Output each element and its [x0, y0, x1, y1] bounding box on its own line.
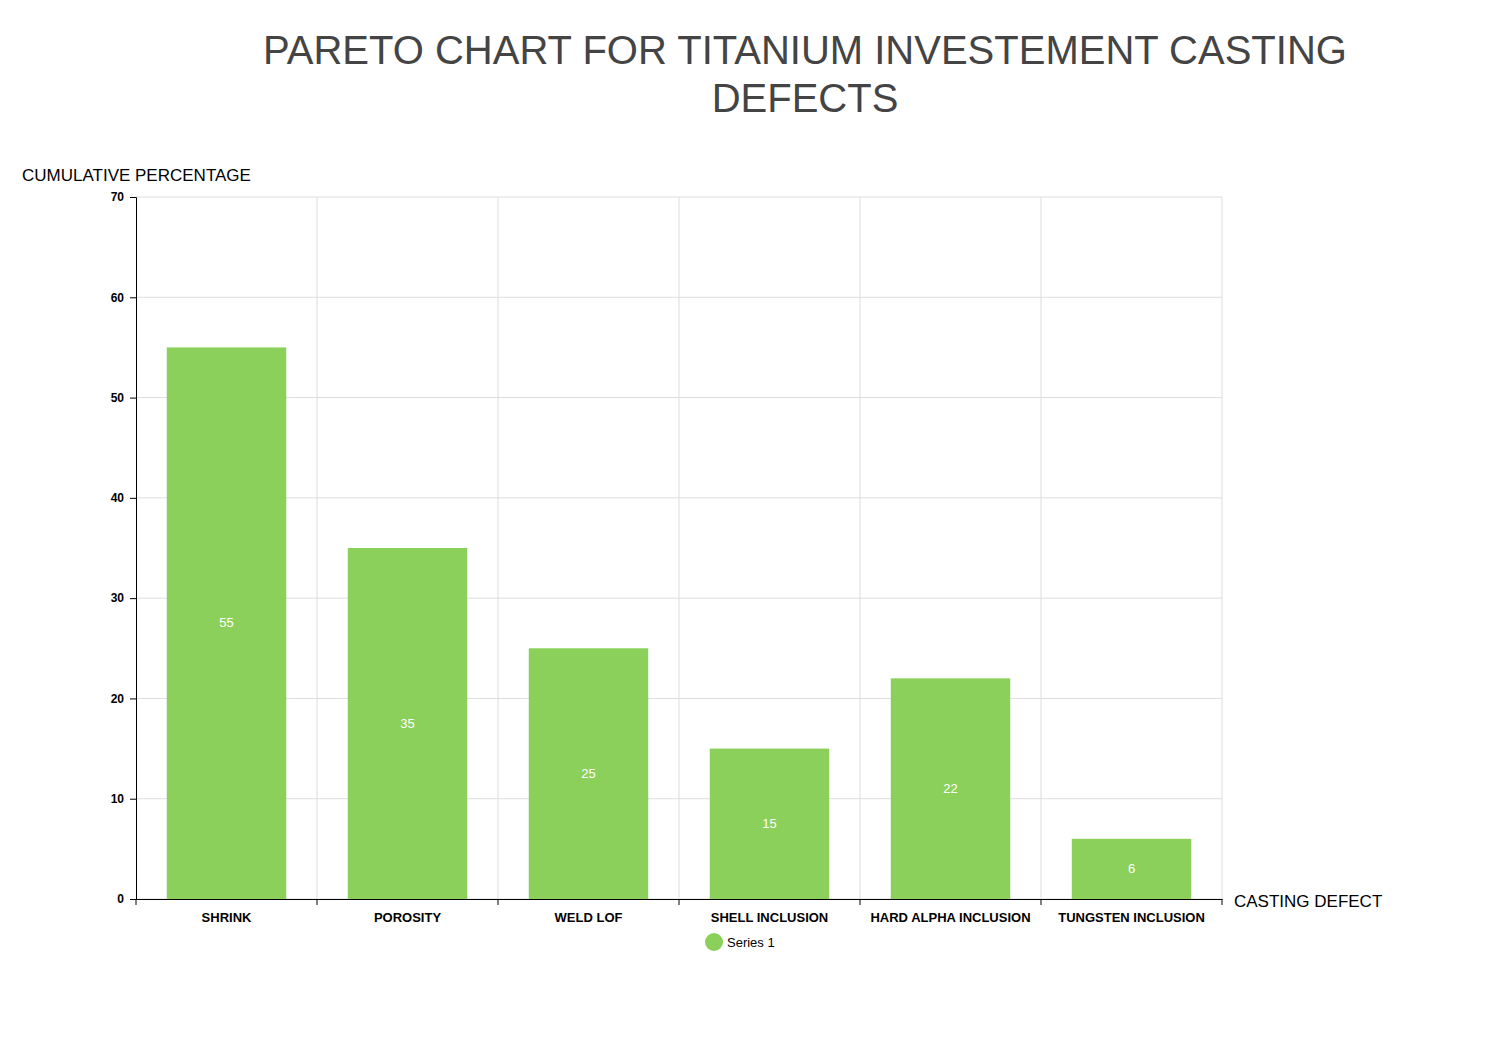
legend-swatch [705, 933, 723, 951]
y-tick-label: 0 [117, 892, 124, 906]
y-tick: 70 [111, 190, 136, 204]
data-label: 55 [219, 615, 233, 630]
bar [529, 648, 648, 899]
bar [891, 678, 1010, 899]
x-tick-mark [1222, 899, 1223, 905]
x-tick-mark [498, 899, 499, 905]
y-tick: 0 [117, 892, 136, 906]
chart: PARETO CHART FOR TITANIUM INVESTEMENT CA… [0, 0, 1497, 1058]
x-tick-mark [136, 899, 137, 905]
x-axis-title: CASTING DEFECT [1234, 892, 1382, 911]
x-grid-line [679, 197, 680, 899]
y-tick-label: 20 [111, 692, 125, 706]
y-tick-label: 70 [111, 190, 125, 204]
x-tick-label: TUNGSTEN INCLUSION [1058, 910, 1205, 925]
x-tick: SHELL INCLUSION [711, 910, 829, 925]
y-tick-mark [130, 197, 136, 198]
x-grid-line [498, 197, 499, 899]
bar [710, 749, 829, 899]
y-tick-label: 10 [111, 792, 125, 806]
y-tick-mark [130, 398, 136, 399]
y-tick-mark [130, 297, 136, 298]
x-tick: WELD LOF [555, 910, 623, 925]
y-tick: 40 [111, 491, 136, 505]
x-tick: SHRINK [202, 910, 252, 925]
data-labels: 55 35 25 15 22 6 [219, 615, 1135, 876]
y-axis-title: CUMULATIVE PERCENTAGE [22, 166, 251, 185]
x-tick-label: POROSITY [374, 910, 442, 925]
y-tick-mark [130, 598, 136, 599]
x-tick-mark [860, 899, 861, 905]
grid [136, 197, 1222, 899]
data-label: 35 [400, 716, 414, 731]
y-tick-mark [130, 899, 136, 900]
y-tick: 30 [111, 591, 136, 605]
y-tick: 20 [111, 692, 136, 706]
x-grid-line [860, 197, 861, 899]
data-label: 6 [1128, 861, 1135, 876]
bar [1072, 839, 1191, 899]
x-grid-line [1041, 197, 1042, 899]
data-label: 15 [762, 816, 776, 831]
y-tick-label: 60 [111, 291, 125, 305]
bars [167, 347, 1191, 899]
bar [348, 548, 467, 899]
y-tick: 50 [111, 391, 136, 405]
x-tick: HARD ALPHA INCLUSION [870, 910, 1030, 925]
y-tick-mark [130, 799, 136, 800]
x-tick-label: WELD LOF [555, 910, 623, 925]
x-tick-label: SHELL INCLUSION [711, 910, 829, 925]
y-tick-mark [130, 498, 136, 499]
data-label: 22 [943, 781, 957, 796]
y-tick-label: 30 [111, 591, 125, 605]
bar [167, 347, 286, 899]
x-tick-mark [317, 899, 318, 905]
y-tick: 60 [111, 291, 136, 305]
x-tick-label: HARD ALPHA INCLUSION [870, 910, 1030, 925]
x-axis: SHRINK POROSITY WELD LOF SHELL INCLUSION HAR… [136, 899, 1223, 925]
legend: Series 1 [705, 933, 775, 951]
x-tick-mark [1041, 899, 1042, 905]
y-tick-label: 50 [111, 391, 125, 405]
y-axis-line [130, 198, 137, 900]
x-tick: TUNGSTEN INCLUSION [1058, 910, 1205, 925]
legend-label: Series 1 [727, 935, 775, 950]
x-tick-mark [679, 899, 680, 905]
y-tick-label: 40 [111, 491, 125, 505]
x-tick-label: SHRINK [202, 910, 252, 925]
x-grid-line [1222, 197, 1223, 899]
x-grid-line [317, 197, 318, 899]
x-tick: POROSITY [374, 910, 442, 925]
y-axis: 0 10 20 30 40 50 60 70 [111, 190, 137, 906]
y-tick-mark [130, 698, 136, 699]
y-tick: 10 [111, 792, 136, 806]
title: PARETO CHART FOR TITANIUM INVESTEMENT CA… [263, 28, 1347, 120]
data-label: 25 [581, 766, 595, 781]
